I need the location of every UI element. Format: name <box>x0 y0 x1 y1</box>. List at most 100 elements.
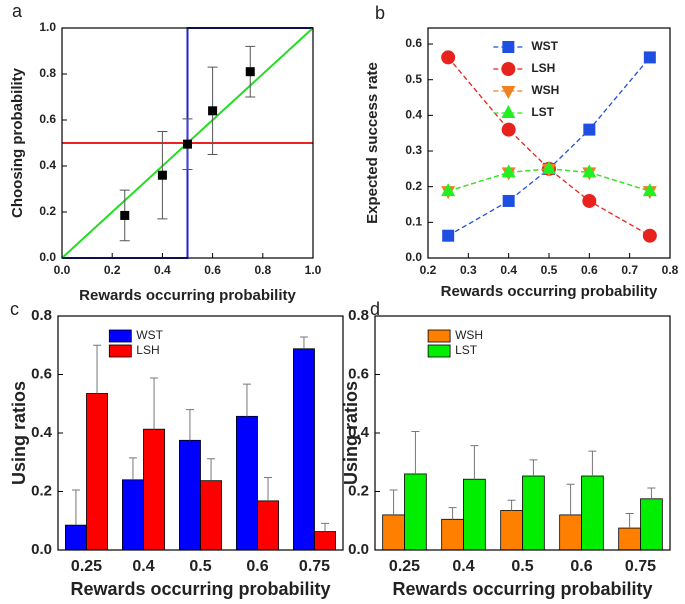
data-point <box>245 67 255 77</box>
y-tick-label: 0.2 <box>31 482 52 499</box>
bar <box>236 415 258 551</box>
data-point <box>441 183 456 197</box>
plot-frame <box>374 315 671 551</box>
error-bar <box>128 457 137 480</box>
x-tick-label: 0.5 <box>189 558 211 575</box>
legend-swatch <box>427 329 451 343</box>
y-tick-label: 0.2 <box>348 482 369 499</box>
x-tick-label: 0.75 <box>625 558 656 575</box>
bar <box>500 510 523 551</box>
x-tick-label: 0.5 <box>511 558 533 575</box>
panel-label: d <box>370 299 380 319</box>
data-point <box>642 183 657 197</box>
x-tick-label: 0.25 <box>389 558 420 575</box>
error-bar <box>321 522 330 532</box>
legend-marker <box>502 41 515 53</box>
data-point <box>208 106 218 116</box>
series-line <box>447 168 651 192</box>
legend-marker <box>501 62 516 76</box>
y-tick-label: 0.2 <box>39 204 56 218</box>
error-bar <box>448 507 457 520</box>
y-tick-label: 0.4 <box>348 424 370 441</box>
data-point <box>582 164 597 178</box>
data-point <box>157 170 167 180</box>
legend-label: LSH <box>531 61 555 75</box>
error-bar <box>647 487 656 499</box>
data-point <box>183 139 192 149</box>
legend-swatch <box>108 329 132 343</box>
y-axis-title: Using ratios <box>341 381 361 485</box>
x-tick-label: 0.4 <box>500 263 517 277</box>
legend-label: LST <box>455 343 478 357</box>
bar <box>179 439 201 551</box>
y-tick-label: 0.8 <box>348 307 369 324</box>
bar <box>314 531 336 551</box>
data-point <box>120 210 130 220</box>
x-tick-label: 0.6 <box>570 558 592 575</box>
bar <box>65 524 87 551</box>
y-tick-label: 0.0 <box>31 541 52 558</box>
x-tick-label: 1.0 <box>305 263 322 277</box>
bar <box>522 475 545 551</box>
x-tick-label: 0.6 <box>204 263 221 277</box>
y-tick-label: 0.3 <box>405 143 422 157</box>
bar <box>382 514 405 551</box>
panel-label: a <box>12 1 23 21</box>
legend-marker <box>501 86 516 99</box>
y-tick-label: 0.2 <box>405 179 422 193</box>
bar <box>200 480 222 551</box>
data-point <box>542 160 556 174</box>
error-bar <box>529 459 538 476</box>
legend-label: WST <box>531 39 558 53</box>
x-axis-title: Rewards occurring probability <box>441 283 658 300</box>
x-tick-label: 0.5 <box>541 263 558 277</box>
error-bar <box>566 483 575 515</box>
bar <box>618 527 641 551</box>
error-bar <box>588 450 597 476</box>
bar <box>441 518 464 551</box>
y-tick-label: 0.8 <box>31 307 52 324</box>
x-tick-label: 0.8 <box>254 263 271 277</box>
error-bar <box>264 476 273 501</box>
data-point <box>502 194 515 207</box>
data-point <box>582 193 597 208</box>
x-tick-label: 0.3 <box>460 263 477 277</box>
data-point <box>583 123 596 136</box>
y-tick-label: 0.6 <box>405 36 422 50</box>
bar <box>463 478 486 551</box>
plot-frame <box>57 315 344 551</box>
error-bar <box>299 336 308 349</box>
bar <box>293 348 315 551</box>
legend-label: WST <box>136 328 163 342</box>
data-point <box>643 51 656 64</box>
x-tick-label: 0.6 <box>581 263 598 277</box>
legend-label: LST <box>531 105 554 119</box>
series-line <box>447 57 651 237</box>
error-bar <box>470 445 479 480</box>
x-tick-label: 0.4 <box>132 558 154 575</box>
legend-swatch <box>427 344 451 358</box>
error-bar <box>507 499 516 511</box>
error-bar <box>71 489 80 526</box>
legend-marker <box>501 105 516 118</box>
y-tick-label: 0.6 <box>348 365 369 382</box>
data-point <box>441 50 456 65</box>
legend-swatch <box>108 344 132 358</box>
y-tick-label: 0.8 <box>39 66 56 80</box>
x-tick-label: 0.2 <box>104 263 121 277</box>
bar <box>143 428 165 551</box>
y-tick-label: 0.4 <box>405 108 422 122</box>
x-tick-label: 0.7 <box>621 263 638 277</box>
x-tick-label: 0.8 <box>662 263 679 277</box>
y-axis-title: Expected success rate <box>364 62 381 224</box>
x-tick-label: 0.25 <box>71 558 102 575</box>
data-point <box>501 122 516 137</box>
error-bar <box>207 458 216 481</box>
error-bar <box>389 489 398 515</box>
data-point <box>442 229 455 242</box>
x-axis-title: Rewards occurring probability <box>79 287 296 304</box>
data-point <box>501 164 516 178</box>
y-tick-label: 0.4 <box>39 158 56 172</box>
error-bar <box>93 344 102 394</box>
